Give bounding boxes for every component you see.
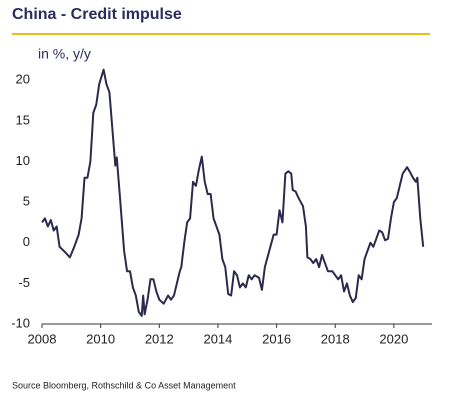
source-note: Source Bloomberg, Rothschild & Co Asset … xyxy=(12,380,236,390)
x-tick-label: 2016 xyxy=(262,331,291,346)
y-tick-label: 5 xyxy=(23,194,30,209)
y-tick-label: 0 xyxy=(23,234,30,249)
y-tick-label: 15 xyxy=(16,112,30,127)
subtitle: in %, y/y xyxy=(38,46,91,62)
data-line xyxy=(41,68,425,317)
x-tick-label: 2020 xyxy=(379,331,408,346)
y-tick-label: -10 xyxy=(11,315,30,330)
x-tick-label: 2012 xyxy=(145,331,174,346)
chart-title: China - Credit impulse xyxy=(12,6,182,23)
x-tick-label: 2018 xyxy=(321,331,350,346)
y-tick-label: 20 xyxy=(16,72,30,87)
y-tick-label: -5 xyxy=(18,275,30,290)
x-tick-label: 2008 xyxy=(28,331,57,346)
y-tick-label: 10 xyxy=(16,153,30,168)
x-tick-label: 2010 xyxy=(86,331,115,346)
x-tick-label: 2014 xyxy=(203,331,232,346)
